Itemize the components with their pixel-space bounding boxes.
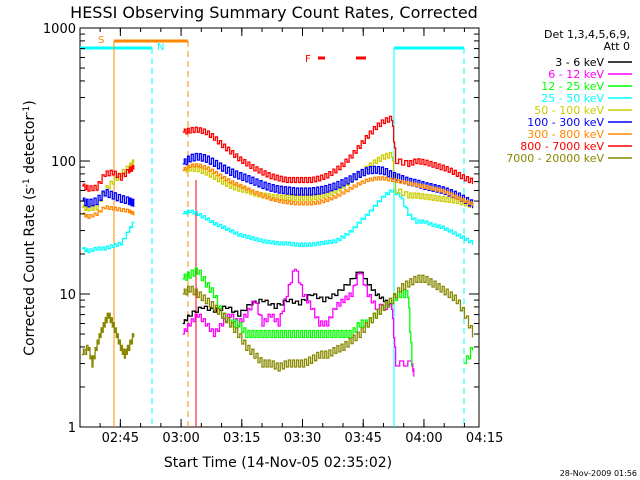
- legend-header-line: Det 1,3,4,5,6,9,: [544, 28, 630, 41]
- legend-label-4: 25 - 50 keV: [541, 92, 604, 105]
- x-tick-label: 03:15: [223, 431, 260, 446]
- y-axis-label-sup2: -1: [22, 106, 32, 115]
- x-tick-label: 04:15: [466, 431, 503, 446]
- y-tick-label: 10: [59, 288, 76, 303]
- legend-label-5: 50 - 100 keV: [534, 104, 604, 117]
- series-group: [81, 115, 474, 377]
- s-marker-label: S: [98, 35, 104, 46]
- x-tick-label: 04:00: [405, 431, 442, 446]
- series-line-4: [81, 189, 474, 254]
- y-axis-label-main: Corrected Count Rate (s: [22, 187, 38, 355]
- legend-label-3: 12 - 25 keV: [541, 80, 604, 93]
- series-line-1: [182, 271, 393, 325]
- footer-timestamp: 28-Nov-2009 01:56: [560, 469, 637, 478]
- y-axis-label-mid: detector: [22, 115, 38, 179]
- x-tick-label: 02:45: [102, 431, 139, 446]
- x-tick-label: 03:00: [162, 431, 199, 446]
- markers: S N F: [80, 35, 465, 427]
- legend-label-6: 100 - 300 keV: [527, 116, 604, 129]
- legend-label-9: 7000 - 20000 keV: [506, 152, 604, 165]
- series-line-5: [81, 151, 474, 212]
- legend-label-1: 3 - 6 keV: [555, 56, 604, 69]
- x-axis-label: Start Time (14-Nov-05 02:35:02): [164, 455, 392, 471]
- legend-header-line: Att 0: [604, 40, 630, 53]
- y-axis-label-end: ): [22, 100, 38, 105]
- y-axis-label: Corrected Count Rate (s-1 detector-1): [22, 100, 38, 355]
- series-line-6: [81, 152, 474, 209]
- legend-label-2: 6 - 12 keV: [548, 68, 604, 81]
- y-axis-label-sup1: -1: [22, 178, 32, 187]
- n-marker-label: N: [157, 42, 164, 53]
- f-marker-label: F: [305, 54, 311, 65]
- y-tick-label: 1: [68, 421, 76, 436]
- legend-label-8: 800 - 7000 keV: [520, 140, 604, 153]
- plot-frame: [79, 27, 480, 428]
- x-tick-label: 03:30: [284, 431, 321, 446]
- chart-title: HESSI Observing Summary Count Rates, Cor…: [70, 3, 478, 22]
- x-tick-label: 03:45: [344, 431, 381, 446]
- series-line-2: [182, 268, 415, 377]
- series-line-8: [81, 115, 474, 192]
- y-tick-label: 1000: [43, 22, 76, 37]
- series-line-7: [81, 163, 474, 220]
- y-tick-label: 100: [51, 155, 76, 170]
- plot-area: [79, 27, 480, 428]
- series-line-9: [81, 274, 474, 372]
- legend-label-7: 300 - 800 keV: [527, 128, 604, 141]
- axis-ticks: 02:45 03:00 03:15 03:30 03:45 04:00 04:15 1 10 10…: [43, 22, 503, 446]
